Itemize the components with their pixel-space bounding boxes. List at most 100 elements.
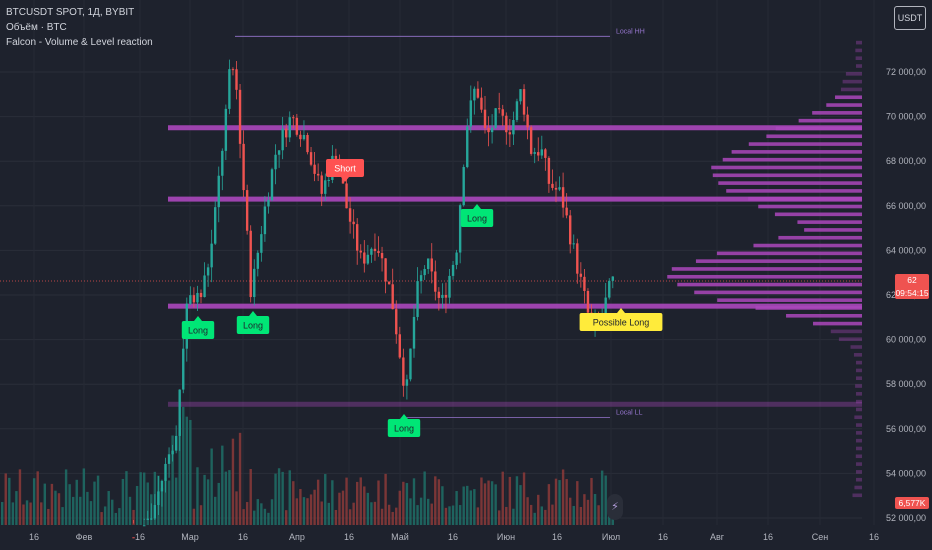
flash-icon[interactable]: ⚡ — [607, 494, 623, 520]
indicator-legend[interactable]: Falcon - Volume & Level reaction — [6, 37, 153, 48]
volume-bar — [306, 498, 309, 525]
signal-text: Long — [467, 214, 487, 224]
time-tick-label: Апр — [289, 532, 305, 542]
volume-profile-bar — [856, 64, 862, 68]
volume-bar — [57, 493, 61, 525]
volume-profile-bar — [856, 477, 862, 482]
volume-bar — [61, 507, 64, 525]
price-tick-label: 68 000,00 — [886, 156, 926, 166]
volume-bar — [352, 502, 355, 525]
volume-profile-bar — [826, 103, 862, 107]
candle-body — [395, 309, 398, 335]
signal-pointer — [194, 316, 202, 321]
volume-bar — [331, 480, 334, 525]
volume-profile-bar — [711, 165, 862, 170]
volume-bar — [29, 502, 32, 525]
candle-body — [313, 164, 316, 174]
countdown-tag: 09:54:15 — [895, 287, 929, 299]
candle-body — [253, 268, 256, 298]
volume-bar — [235, 491, 238, 525]
volume-profile-bar — [854, 415, 862, 420]
volume-bar — [281, 471, 284, 525]
candle-body — [263, 206, 267, 235]
volume-bar — [327, 502, 330, 525]
volume-bar — [466, 485, 469, 525]
candle-body — [309, 152, 313, 165]
candle-body — [348, 208, 352, 222]
level-line — [168, 196, 862, 202]
candle-body — [498, 108, 501, 110]
volume-bar — [373, 501, 377, 525]
candle-body — [199, 292, 203, 298]
volume-profile-bar — [778, 235, 862, 240]
symbol-title[interactable]: BTCUSDT SPOT, 1Д, BYBIT — [6, 7, 135, 18]
volume-bar — [36, 471, 39, 525]
volume-profile-bar — [850, 345, 862, 349]
volume-bar — [409, 498, 412, 525]
volume-bar — [483, 483, 487, 525]
volume-profile-bar — [856, 376, 862, 381]
volume-value-tag: 6,577K — [895, 497, 929, 509]
volume-bar — [40, 502, 43, 525]
volume-profile-bar — [731, 150, 862, 154]
volume-bar — [146, 482, 149, 525]
candle-body — [345, 183, 348, 209]
candle-body — [583, 276, 586, 291]
candle-body — [480, 97, 483, 110]
candle-body — [529, 127, 533, 154]
candle-body — [501, 109, 504, 116]
signal-long-label: Long — [181, 316, 215, 339]
currency-button[interactable]: USDT — [894, 6, 926, 30]
volume-bar — [196, 467, 199, 525]
candle-body — [554, 187, 558, 190]
candle-body — [604, 297, 607, 315]
volume-bar — [498, 510, 501, 525]
volume-profile-bar — [856, 368, 862, 373]
volume-bar — [554, 478, 558, 525]
volume-bar — [54, 490, 57, 525]
level-line — [168, 125, 862, 131]
volume-bar — [295, 498, 299, 525]
candle-body — [547, 157, 551, 184]
volume-bar — [118, 508, 121, 525]
candle-body — [359, 250, 362, 253]
volume-bar — [359, 477, 362, 525]
volume-bar — [387, 504, 391, 525]
candle-body — [160, 480, 164, 492]
volume-bar — [192, 508, 196, 525]
candle-body — [260, 234, 263, 253]
candle-body — [508, 132, 512, 135]
candle-body — [267, 199, 270, 207]
candle-body — [231, 69, 235, 71]
volume-profile-bar — [774, 212, 862, 217]
volume-bar — [82, 468, 86, 525]
volume-bar — [402, 481, 405, 525]
volume-bar — [86, 491, 89, 525]
signal-pointer — [341, 177, 349, 182]
volume-bar — [572, 505, 575, 525]
candle-body — [238, 89, 242, 144]
candle-body — [352, 221, 355, 225]
level-line — [168, 303, 862, 309]
candle-body — [561, 187, 565, 208]
volume-bar — [18, 469, 22, 525]
candle-body — [437, 291, 441, 298]
volume-bar — [501, 471, 504, 525]
volume-bar — [171, 435, 174, 525]
price-tick-label: 66 000,00 — [886, 201, 926, 211]
candle-body — [565, 207, 568, 216]
volume-profile-bar — [695, 259, 862, 263]
volume-bar — [590, 477, 593, 525]
volume-profile-bar — [804, 228, 862, 232]
volume-bar — [515, 476, 519, 525]
volume-bar — [551, 504, 554, 525]
volume-bar — [32, 478, 36, 525]
volume-bar — [586, 499, 590, 525]
volume-bar — [313, 489, 316, 525]
signal-long-label: Long — [236, 311, 270, 334]
signal-box — [387, 419, 421, 437]
volume-legend[interactable]: Объём · BTC — [6, 22, 67, 33]
candle-body — [150, 518, 153, 520]
volume-bar — [292, 481, 295, 525]
